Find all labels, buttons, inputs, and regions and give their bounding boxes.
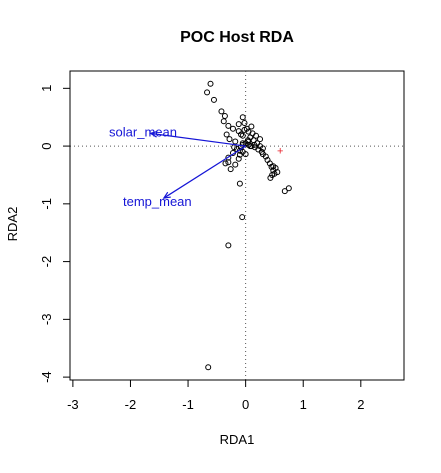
centroid-marker: + xyxy=(277,146,283,158)
site-point xyxy=(229,125,236,132)
x-tick-label: -1 xyxy=(182,397,194,412)
site-point xyxy=(225,159,232,166)
plot-frame xyxy=(69,70,405,381)
site-point xyxy=(248,123,255,130)
site-point xyxy=(221,113,228,120)
site-point xyxy=(274,169,281,176)
x-axis: -3 -2 -1 0 1 2 xyxy=(67,379,364,412)
y-tick-label: 1 xyxy=(39,85,54,92)
site-point xyxy=(239,132,246,139)
x-tick-label: -2 xyxy=(125,397,137,412)
site-point xyxy=(218,108,225,115)
site-point xyxy=(281,188,288,195)
site-point xyxy=(235,128,242,135)
x-tick-label: 0 xyxy=(242,397,249,412)
site-point xyxy=(259,145,266,152)
site-point xyxy=(267,174,274,181)
site-point xyxy=(241,119,248,126)
x-tick-label: -3 xyxy=(67,397,79,412)
site-point xyxy=(232,138,239,145)
site-point xyxy=(225,242,232,249)
site-point xyxy=(242,151,249,158)
site-point xyxy=(251,141,258,148)
site-point xyxy=(210,96,217,103)
site-point xyxy=(232,161,239,168)
x-tick-label: 2 xyxy=(357,397,364,412)
centroid-plus: + xyxy=(277,146,283,158)
vector-label: solar_mean xyxy=(109,124,177,139)
site-point xyxy=(235,121,242,128)
chart-title: POC Host RDA xyxy=(180,29,294,46)
site-point xyxy=(222,160,229,167)
reference-lines xyxy=(70,71,404,380)
vector-arrow xyxy=(163,145,246,199)
site-point xyxy=(204,89,211,96)
site-point xyxy=(207,80,214,87)
site-point xyxy=(220,118,227,125)
site-point xyxy=(285,185,292,192)
site-points xyxy=(204,80,292,371)
site-point xyxy=(253,132,260,139)
x-tick-label: 1 xyxy=(300,397,307,412)
vector-arrowhead xyxy=(149,130,158,138)
vector-arrow xyxy=(150,132,246,147)
site-point xyxy=(270,163,277,170)
x-axis-label: RDA1 xyxy=(220,432,255,447)
site-point xyxy=(223,131,230,138)
env-vectors: solar_mean temp_mean xyxy=(109,124,246,209)
site-point xyxy=(247,143,254,150)
site-point xyxy=(266,160,273,167)
y-tick-label: -3 xyxy=(39,314,54,326)
site-point xyxy=(225,122,232,129)
site-point xyxy=(226,136,233,143)
site-point xyxy=(241,126,248,133)
y-tick-label: -2 xyxy=(39,256,54,268)
vector-label: temp_mean xyxy=(123,194,192,209)
site-point xyxy=(257,136,264,143)
y-tick-label: 0 xyxy=(39,142,54,149)
vector-arrowhead xyxy=(162,191,171,199)
y-axis-label: RDA2 xyxy=(5,207,20,242)
site-point xyxy=(227,166,234,173)
site-point xyxy=(262,153,269,160)
site-point xyxy=(239,214,246,221)
site-point xyxy=(236,180,243,187)
site-point xyxy=(205,364,212,371)
y-tick-label: -1 xyxy=(39,198,54,210)
site-point xyxy=(239,114,246,121)
y-axis: -4 -3 -2 -1 0 1 xyxy=(39,85,71,383)
y-tick-label: -4 xyxy=(39,371,54,383)
site-point xyxy=(235,155,242,162)
